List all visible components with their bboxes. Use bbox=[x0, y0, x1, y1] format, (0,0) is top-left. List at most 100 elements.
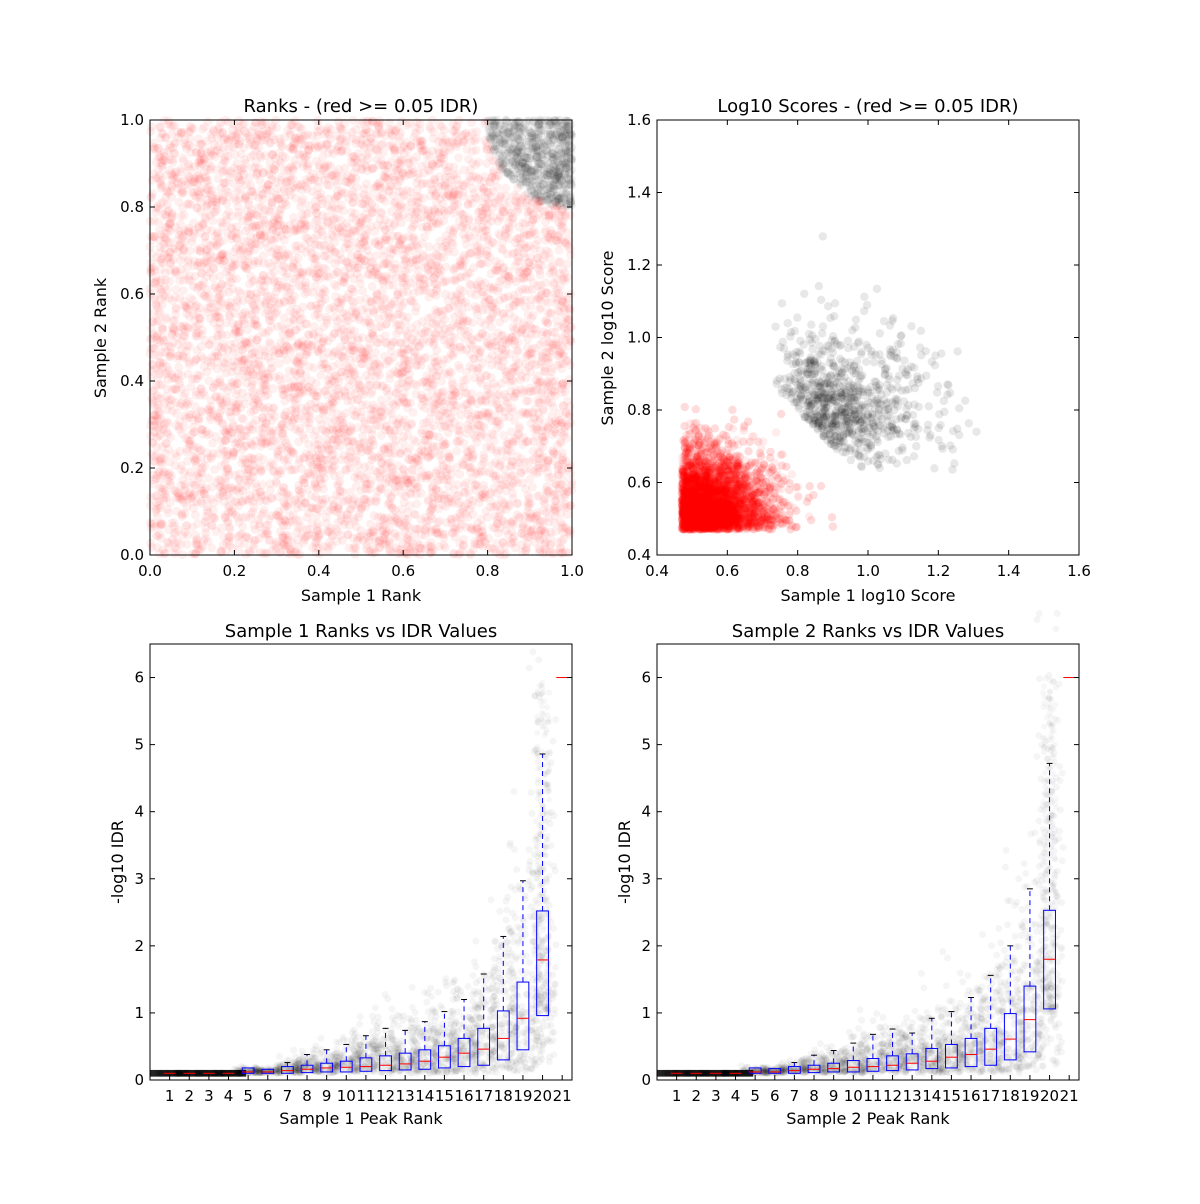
data-point-red bbox=[491, 475, 501, 485]
data-point-red bbox=[182, 539, 192, 549]
data-point-red bbox=[357, 213, 367, 223]
data-point-red bbox=[522, 342, 532, 352]
data-point-red bbox=[195, 314, 205, 324]
data-point-red bbox=[427, 161, 437, 171]
data-point-red bbox=[277, 384, 287, 394]
data-point-red bbox=[513, 183, 523, 193]
data-point-red bbox=[485, 252, 495, 262]
data-point-red bbox=[168, 243, 178, 253]
data-point-red bbox=[408, 241, 418, 251]
data-point-red bbox=[268, 466, 278, 476]
data-point-red bbox=[334, 390, 344, 400]
data-point-red bbox=[533, 377, 543, 387]
data-point-red bbox=[258, 168, 268, 178]
data-point-red bbox=[468, 452, 478, 462]
data-point-red bbox=[555, 257, 565, 267]
data-point-red bbox=[149, 386, 159, 396]
data-point-red bbox=[530, 530, 540, 540]
data-point-red bbox=[428, 499, 438, 509]
data-point-red bbox=[171, 304, 181, 314]
data-point-red bbox=[416, 393, 426, 403]
data-point-red bbox=[443, 247, 453, 257]
data-point-red bbox=[302, 402, 312, 412]
data-point-red bbox=[329, 170, 339, 180]
data-point-red bbox=[385, 374, 395, 384]
data-point-red bbox=[149, 410, 159, 420]
data-point-red bbox=[162, 504, 172, 514]
data-point-red bbox=[475, 258, 485, 268]
data-point-red bbox=[195, 483, 205, 493]
data-point-red bbox=[281, 177, 291, 187]
data-point-red bbox=[448, 395, 458, 405]
data-point-red bbox=[457, 210, 467, 220]
data-point-red bbox=[225, 303, 235, 313]
data-point-red bbox=[263, 291, 273, 301]
data-point-red bbox=[415, 279, 425, 289]
data-point-red bbox=[178, 530, 188, 540]
data-point-red bbox=[444, 191, 454, 201]
data-point-red bbox=[510, 238, 520, 248]
data-point-red bbox=[246, 438, 256, 448]
data-point-red bbox=[433, 209, 443, 219]
data-point-red bbox=[371, 182, 381, 192]
data-point-red bbox=[370, 347, 380, 357]
data-point-red bbox=[429, 175, 439, 185]
data-point-red bbox=[465, 194, 475, 204]
data-point-red bbox=[428, 146, 438, 156]
data-point-red bbox=[272, 184, 282, 194]
data-point-red bbox=[482, 433, 492, 443]
data-point-red bbox=[420, 512, 430, 522]
data-point-red bbox=[159, 258, 169, 268]
data-point-red bbox=[264, 205, 274, 215]
data-point-red bbox=[306, 341, 316, 351]
data-point-red bbox=[404, 375, 414, 385]
data-point-red bbox=[163, 205, 173, 215]
data-point-red bbox=[501, 504, 511, 514]
data-point-red bbox=[429, 338, 439, 348]
data-point-red bbox=[178, 286, 188, 296]
data-point-red bbox=[389, 198, 399, 208]
data-point-red bbox=[178, 391, 188, 401]
data-point-red bbox=[453, 136, 463, 146]
data-point-red bbox=[327, 540, 337, 550]
data-point-red bbox=[384, 389, 394, 399]
data-point-red bbox=[558, 274, 568, 284]
ranks-points bbox=[145, 115, 577, 560]
data-point-red bbox=[441, 238, 451, 248]
data-point-red bbox=[212, 412, 222, 422]
data-point-red bbox=[176, 219, 186, 229]
data-point-red bbox=[495, 317, 505, 327]
data-point-red bbox=[353, 242, 363, 252]
data-point-red bbox=[304, 508, 314, 518]
data-point-red bbox=[421, 417, 431, 427]
data-point-red bbox=[347, 342, 357, 352]
data-point-red bbox=[249, 406, 259, 416]
data-point-red bbox=[321, 139, 331, 149]
data-point-red bbox=[418, 252, 428, 262]
data-point-red bbox=[238, 309, 248, 319]
data-point-red bbox=[352, 395, 362, 405]
data-point-red bbox=[386, 340, 396, 350]
data-point-red bbox=[266, 322, 276, 332]
data-point-red bbox=[447, 377, 457, 387]
data-point-red bbox=[386, 500, 396, 510]
data-point-red bbox=[251, 492, 261, 502]
data-point-red bbox=[528, 310, 538, 320]
data-point-red bbox=[206, 148, 216, 158]
data-point-red bbox=[390, 448, 400, 458]
data-point-red bbox=[556, 420, 566, 430]
data-point-red bbox=[334, 328, 344, 338]
data-point-red bbox=[363, 245, 373, 255]
data-point-red bbox=[267, 198, 277, 208]
data-point-red bbox=[151, 491, 161, 501]
data-point-red bbox=[385, 356, 395, 366]
data-point-red bbox=[222, 546, 232, 556]
data-point-red bbox=[276, 176, 286, 186]
data-point-red bbox=[426, 124, 436, 134]
data-point-red bbox=[381, 420, 391, 430]
data-point-red bbox=[163, 375, 173, 385]
data-point-red bbox=[210, 231, 220, 241]
data-point-red bbox=[560, 268, 570, 278]
data-point-red bbox=[442, 464, 452, 474]
